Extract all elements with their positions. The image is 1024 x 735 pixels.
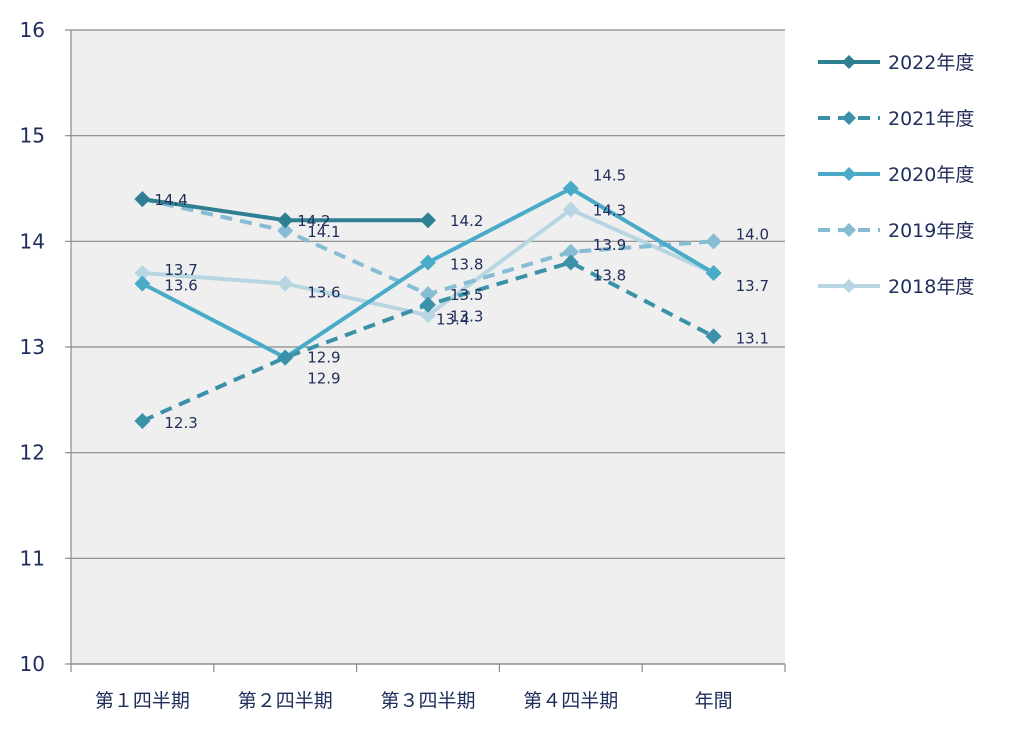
legend-item: 2021年度 <box>818 108 974 130</box>
legend-item: 2018年度 <box>818 276 974 298</box>
data-label: 13.7 <box>164 261 197 279</box>
y-tick-label: 11 <box>20 546 45 570</box>
data-label: 14.5 <box>593 167 626 185</box>
data-point-marker <box>705 265 722 282</box>
data-label: 14.2 <box>450 212 483 230</box>
data-label: 13.8 <box>450 255 483 273</box>
data-label: 13.8 <box>593 266 626 284</box>
data-point-marker <box>134 275 151 292</box>
data-labels: 14.4 14.2 14.2 12.3 12.9 13.4 13.8 13.1 13.6 12.9… <box>154 167 769 432</box>
y-axis-ticks: 10 11 12 13 14 15 16 <box>20 18 45 676</box>
legend-item: 2022年度 <box>818 52 974 74</box>
data-label: 14.1 <box>307 223 340 241</box>
legend: 2022年度 2021年度 2020年度 2019年度 2018年度 <box>818 52 974 298</box>
legend-swatch-marker <box>842 167 856 181</box>
data-point-marker <box>277 222 294 239</box>
legend-swatch-marker <box>842 55 856 69</box>
legend-item: 2019年度 <box>818 220 974 242</box>
data-label: 12.9 <box>307 349 340 367</box>
data-label: 12.9 <box>307 370 340 388</box>
data-label: 13.4 <box>436 311 469 329</box>
data-label: 13.3 <box>450 307 483 325</box>
data-label: 14.2 <box>297 212 330 230</box>
y-tick-label: 10 <box>20 652 45 676</box>
data-point-marker <box>134 191 151 208</box>
x-tick-label: 年間 <box>695 690 733 712</box>
data-point-marker <box>420 254 436 271</box>
x-axis-ticks: 第１四半期 第２四半期 第３四半期 第４四半期 年間 <box>95 690 733 712</box>
data-point-marker <box>705 233 722 250</box>
data-label: 13.6 <box>164 277 197 295</box>
data-label: 14.3 <box>593 202 626 220</box>
data-point-marker <box>705 328 722 345</box>
x-tick-label: 第４四半期 <box>523 690 618 712</box>
x-tick-label: 第１四半期 <box>95 690 190 712</box>
data-label: 13.6 <box>307 284 340 302</box>
legend-label: 2019年度 <box>888 220 974 242</box>
legend-label: 2021年度 <box>888 108 974 130</box>
y-tick-label: 15 <box>20 124 45 148</box>
y-tick-label: 16 <box>20 18 45 42</box>
series-2021年度 <box>134 254 722 429</box>
data-point-marker <box>562 243 579 260</box>
y-tick-label: 12 <box>20 441 45 465</box>
data-point-marker <box>420 307 436 324</box>
data-label: 13.5 <box>450 286 483 304</box>
data-point-marker <box>562 180 579 197</box>
legend-label: 2020年度 <box>888 164 974 186</box>
x-tick-label: 第３四半期 <box>380 690 475 712</box>
data-label: 14.4 <box>154 191 187 209</box>
data-label: 14.0 <box>736 225 769 243</box>
series-2022年度 <box>134 191 436 229</box>
legend-swatch-marker <box>842 111 856 125</box>
data-point-marker <box>562 201 579 218</box>
legend-item: 2020年度 <box>818 164 974 186</box>
data-point-marker <box>134 265 151 282</box>
data-point-marker <box>420 212 436 229</box>
data-label: 13.7 <box>736 277 769 295</box>
x-tick-label: 第２四半期 <box>238 690 333 712</box>
axes <box>65 29 786 672</box>
legend-swatch-marker <box>842 279 856 293</box>
data-point-marker <box>134 412 151 429</box>
data-point-marker <box>277 275 294 292</box>
data-point-marker <box>420 286 436 303</box>
y-tick-label: 14 <box>20 229 45 253</box>
legend-swatch-marker <box>842 223 856 237</box>
series-group <box>134 180 722 429</box>
legend-label: 2022年度 <box>888 52 974 74</box>
data-label: 13.9 <box>593 236 626 254</box>
legend-label: 2018年度 <box>888 276 974 298</box>
data-point-marker <box>562 254 579 271</box>
data-label: 12.3 <box>164 414 197 432</box>
data-label: 13.1 <box>736 329 769 347</box>
y-tick-label: 13 <box>20 335 45 359</box>
data-point-marker <box>420 296 436 313</box>
data-point-marker <box>277 349 294 366</box>
data-point-marker <box>277 212 294 229</box>
